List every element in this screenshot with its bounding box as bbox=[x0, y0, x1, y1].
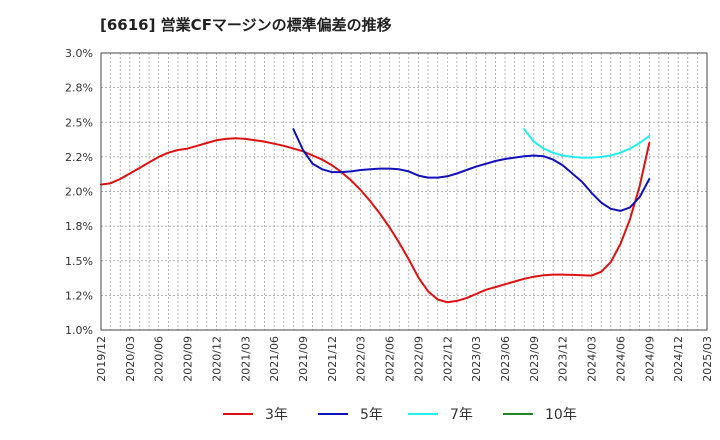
x-tick-label: 2022/09 bbox=[412, 336, 425, 382]
y-tick-label: 2.0% bbox=[65, 186, 93, 199]
y-tick-label: 3.0% bbox=[65, 47, 93, 60]
x-tick-label: 2022/12 bbox=[441, 336, 454, 382]
x-tick-label: 2019/12 bbox=[95, 336, 108, 382]
x-tick-label: 2021/06 bbox=[268, 336, 281, 382]
y-tick-label: 1.2% bbox=[65, 289, 93, 302]
chart-title: [6616] 営業CFマージンの標準偏差の推移 bbox=[100, 16, 392, 34]
x-tick-label: 2021/03 bbox=[239, 336, 252, 382]
series-lines bbox=[100, 128, 651, 304]
legend-label: 5年 bbox=[360, 407, 383, 423]
plot-area bbox=[101, 53, 707, 330]
x-tick-label: 2023/03 bbox=[470, 336, 483, 382]
plot-border bbox=[100, 52, 708, 331]
legend-label: 10年 bbox=[545, 407, 577, 423]
y-tick-label: 2.2% bbox=[65, 151, 93, 164]
x-tick-label: 2022/06 bbox=[384, 336, 397, 382]
y-tick-label: 2.8% bbox=[65, 82, 93, 95]
x-tick-label: 2024/03 bbox=[586, 336, 599, 382]
x-tick-label: 2020/06 bbox=[153, 336, 166, 382]
x-tick-label: 2022/03 bbox=[355, 336, 368, 382]
x-tick-label: 2023/09 bbox=[528, 336, 541, 382]
x-tick-label: 2024/09 bbox=[643, 336, 656, 382]
x-tick-label: 2021/09 bbox=[297, 336, 310, 382]
x-tick-label: 2023/12 bbox=[557, 336, 570, 382]
legend-label: 7年 bbox=[450, 407, 473, 423]
y-tick-label: 1.0% bbox=[65, 324, 93, 337]
x-tick-label: 2020/03 bbox=[124, 336, 137, 382]
y-tick-label: 1.5% bbox=[65, 255, 93, 268]
x-tick-label: 2020/09 bbox=[182, 336, 195, 382]
grid-lines bbox=[101, 53, 707, 330]
x-tick-label: 2024/12 bbox=[672, 336, 685, 382]
legend-label: 3年 bbox=[265, 407, 288, 423]
x-tick-label: 2021/12 bbox=[326, 336, 339, 382]
legend: 3年 5年 7年 10年 bbox=[223, 407, 577, 423]
x-tick-label: 2025/03 bbox=[701, 336, 714, 382]
x-tick-label: 2020/12 bbox=[210, 336, 223, 382]
x-tick-label: 2023/06 bbox=[499, 336, 512, 382]
series-line-7年 bbox=[523, 128, 651, 159]
series-line-5年 bbox=[292, 128, 651, 212]
y-tick-label: 2.5% bbox=[65, 116, 93, 129]
y-tick-label: 1.8% bbox=[65, 220, 93, 233]
x-axis-ticks: 2019/12 2020/03 2020/06 2020/09 2020/12 2021/… bbox=[95, 336, 714, 382]
x-tick-label: 2024/06 bbox=[614, 336, 627, 382]
series-line-3年 bbox=[100, 137, 651, 304]
y-axis-ticks: 1.0% 1.2% 1.5% 1.8% 2.0% 2.2% 2.5% 2.8% 3.0% bbox=[65, 47, 93, 337]
